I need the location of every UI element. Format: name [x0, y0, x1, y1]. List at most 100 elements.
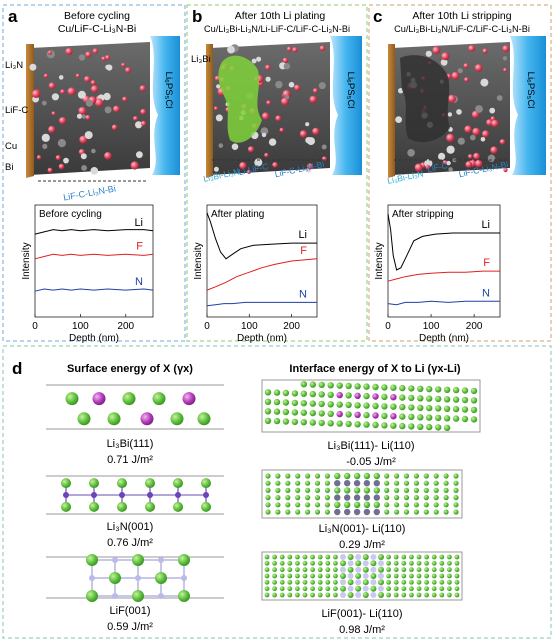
atom	[453, 509, 459, 515]
interface-li3n-li: Li₃N(001)- Li(110) 0.29 J/m²	[261, 469, 463, 551]
atom	[386, 579, 391, 585]
particle	[321, 144, 327, 150]
atom	[325, 586, 331, 592]
interface-lif-li: LiF(001)- Li(110) 0.98 J/m²	[261, 551, 463, 636]
particle	[125, 67, 131, 73]
particle	[227, 45, 235, 54]
atom	[409, 592, 414, 598]
particle	[294, 84, 301, 91]
atom	[363, 383, 370, 390]
atom	[170, 412, 184, 426]
particle	[279, 127, 284, 133]
atom	[264, 389, 272, 396]
atom	[433, 509, 439, 515]
atom	[470, 406, 478, 414]
atom	[431, 586, 437, 592]
atom	[372, 402, 379, 410]
particle	[264, 152, 269, 158]
structure-name: LiF(001)	[110, 605, 151, 617]
atom	[363, 494, 371, 501]
particle	[299, 130, 307, 138]
atom	[158, 593, 164, 599]
atom	[345, 401, 352, 409]
atom	[117, 501, 127, 512]
particle	[275, 80, 283, 89]
atom	[413, 509, 419, 515]
atom	[433, 473, 439, 479]
atom	[416, 592, 422, 598]
atom	[291, 409, 299, 416]
atom	[282, 399, 290, 406]
atom	[393, 554, 399, 560]
atom	[370, 592, 377, 598]
particle	[247, 146, 255, 153]
particle	[135, 121, 143, 129]
atom	[431, 554, 437, 560]
atom	[327, 410, 334, 417]
particle	[464, 125, 472, 133]
atom	[454, 586, 460, 592]
panel-letter: c	[373, 7, 382, 26]
panel-subtitle: Cu/LiF-C-Li₃N-Bi	[58, 23, 136, 35]
atom	[273, 389, 281, 396]
particle	[486, 119, 493, 126]
atom	[413, 473, 419, 479]
atom	[399, 422, 406, 430]
atom	[426, 385, 433, 393]
atom	[426, 395, 433, 402]
series-label: Li	[134, 217, 143, 229]
interface-name: Li₃N(001)- Li(110)	[319, 523, 406, 535]
structure-name: Li₃N(001)	[107, 521, 154, 533]
atom	[443, 396, 451, 403]
atom	[408, 394, 415, 402]
particle	[284, 94, 290, 100]
atom	[285, 487, 291, 493]
atom	[433, 495, 439, 501]
atom	[381, 393, 388, 401]
particle	[42, 143, 48, 149]
series-line-n	[206, 301, 317, 307]
atom	[363, 501, 371, 508]
chart-title: After stripping	[392, 209, 454, 220]
panel-d: d Surface energy of X (γx) Interface ene…	[12, 359, 481, 636]
atom	[384, 502, 390, 508]
atom	[334, 501, 341, 508]
atom	[470, 387, 478, 395]
particle	[490, 146, 498, 154]
atom	[273, 417, 281, 425]
atom	[443, 405, 451, 412]
atom	[373, 487, 380, 494]
atom	[107, 412, 121, 426]
atom	[439, 573, 445, 579]
electrolyte-label: Li₆PS₅Cl	[163, 72, 174, 109]
atom	[336, 382, 343, 389]
particle	[55, 155, 61, 161]
atom	[353, 480, 361, 487]
atom	[362, 560, 369, 567]
atom	[354, 411, 361, 418]
atom	[443, 495, 449, 501]
particle	[457, 137, 465, 145]
stripped-region	[400, 55, 450, 143]
schematic-illustration: Li₆PS₅Cl	[206, 36, 362, 178]
atom	[386, 560, 391, 566]
atom	[373, 494, 380, 501]
atom	[363, 421, 370, 428]
atom	[285, 509, 291, 515]
atom	[300, 390, 307, 397]
atom	[363, 508, 371, 516]
atom	[355, 573, 362, 579]
atom	[300, 419, 307, 426]
atom	[394, 495, 400, 501]
atom	[310, 579, 315, 585]
atom	[426, 423, 433, 431]
atom	[135, 575, 141, 581]
atom	[112, 557, 118, 563]
atom	[394, 509, 400, 515]
atom	[370, 566, 377, 573]
atom	[394, 473, 400, 479]
atom	[447, 567, 452, 573]
atom	[264, 408, 272, 415]
atom	[390, 413, 397, 420]
particle	[65, 47, 73, 56]
